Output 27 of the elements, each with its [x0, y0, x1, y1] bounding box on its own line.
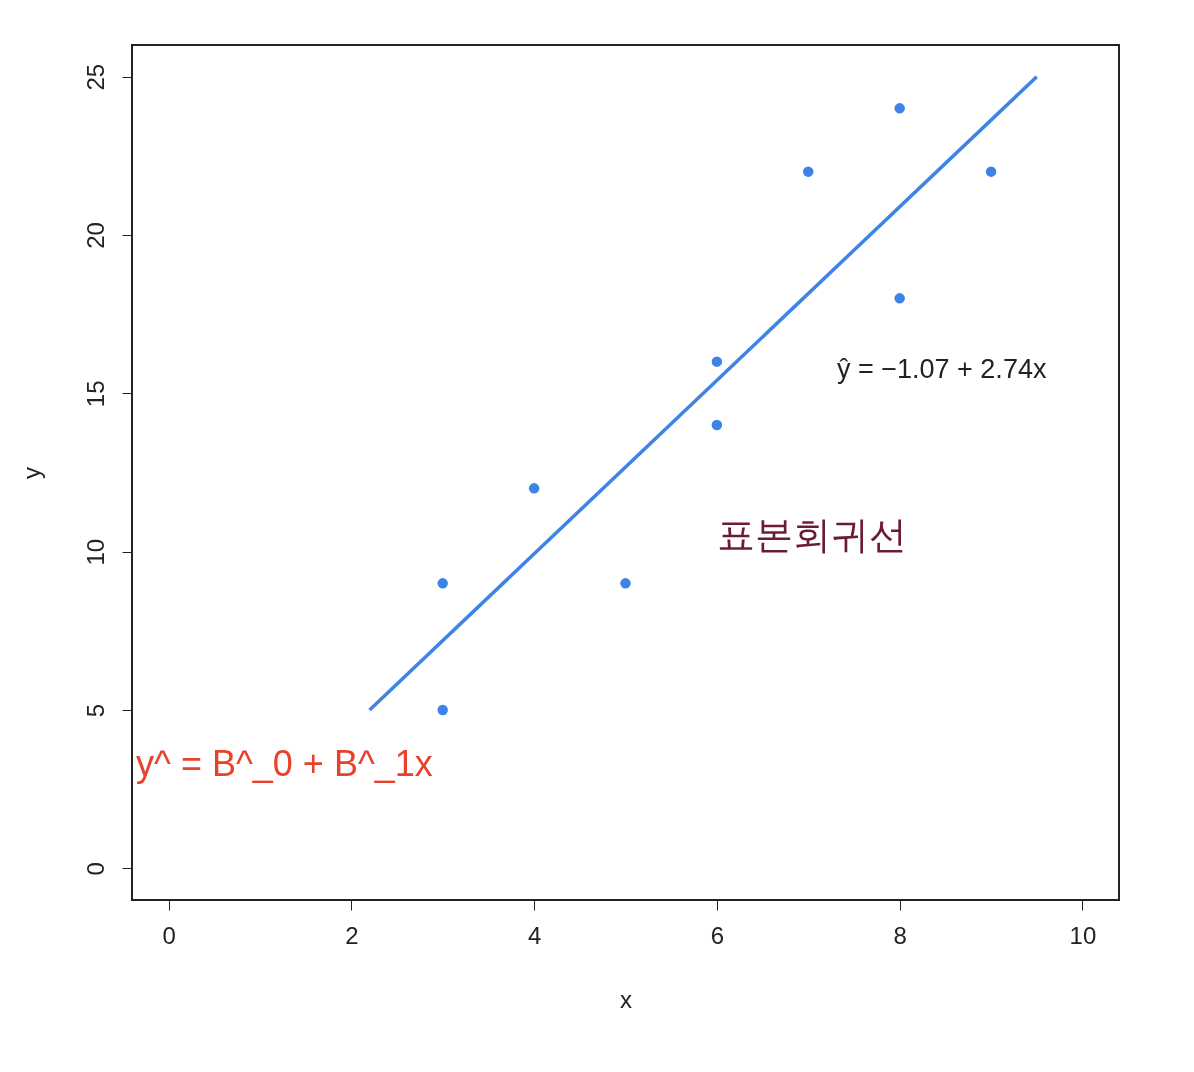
y-tick-label: 5	[81, 703, 109, 718]
y-axis-title: y	[17, 467, 45, 479]
y-tick-label: 15	[81, 380, 109, 408]
point	[528, 483, 540, 494]
y-tick-label: 20	[81, 222, 109, 249]
annotation: ŷ = −1.07 + 2.74x	[837, 354, 1047, 384]
point	[711, 356, 723, 367]
x-tick-label: 6	[710, 921, 725, 949]
point	[437, 704, 448, 716]
y-tick-label: 10	[81, 538, 109, 566]
annotation: 표본회귀선	[717, 514, 907, 556]
x-tick-label: 10	[1069, 921, 1097, 949]
point	[803, 166, 814, 177]
annotation: y^ = B^_0 + B^_1x	[136, 743, 433, 784]
point	[620, 578, 631, 589]
x-tick-label: 0	[162, 921, 176, 949]
point	[711, 419, 723, 431]
y-tick-label: 25	[81, 63, 109, 91]
point	[437, 578, 448, 589]
x-tick-label: 8	[893, 921, 907, 949]
x-tick-label: 4	[527, 921, 542, 949]
y-tick-label: 0	[81, 862, 109, 876]
x-axis-title: x	[620, 985, 632, 1013]
point	[894, 103, 905, 114]
point	[894, 293, 905, 304]
x-tick-label: 2	[345, 921, 359, 949]
point	[985, 166, 997, 177]
